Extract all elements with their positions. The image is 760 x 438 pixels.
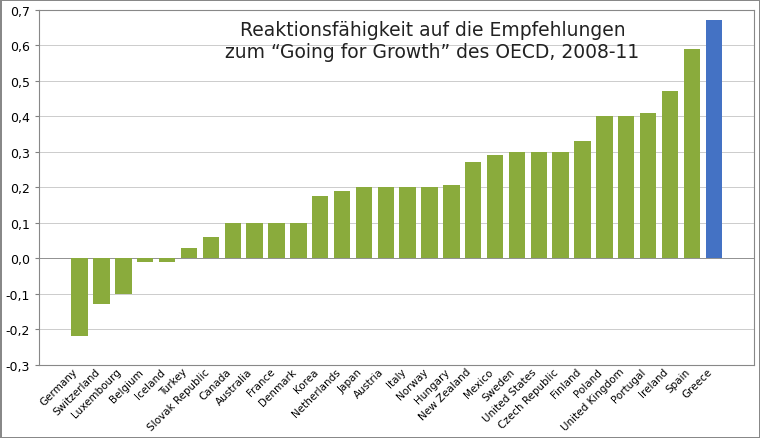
Bar <box>465 163 481 259</box>
Bar <box>553 152 569 259</box>
Bar <box>508 152 525 259</box>
Bar <box>575 141 591 259</box>
Bar <box>159 259 176 262</box>
Bar <box>356 188 372 259</box>
Bar <box>487 156 503 259</box>
Bar <box>116 259 131 294</box>
Bar <box>71 259 88 337</box>
Bar <box>268 223 285 259</box>
Bar <box>93 259 109 305</box>
Bar <box>290 223 306 259</box>
Bar <box>334 191 350 259</box>
Bar <box>246 223 263 259</box>
Bar <box>705 21 722 259</box>
Bar <box>224 223 241 259</box>
Bar <box>421 188 438 259</box>
Text: Reaktionsfähigkeit auf die Empfehlungen
zum “Going for Growth” des OECD, 2008-11: Reaktionsfähigkeit auf die Empfehlungen … <box>226 21 640 62</box>
Bar <box>640 113 657 259</box>
Bar <box>443 186 460 259</box>
Bar <box>400 188 416 259</box>
Bar <box>203 237 219 259</box>
Bar <box>312 197 328 259</box>
Bar <box>684 49 700 259</box>
Bar <box>596 117 613 259</box>
Bar <box>662 92 678 259</box>
Bar <box>378 188 394 259</box>
Bar <box>137 259 154 262</box>
Bar <box>530 152 547 259</box>
Bar <box>181 248 197 259</box>
Bar <box>618 117 635 259</box>
